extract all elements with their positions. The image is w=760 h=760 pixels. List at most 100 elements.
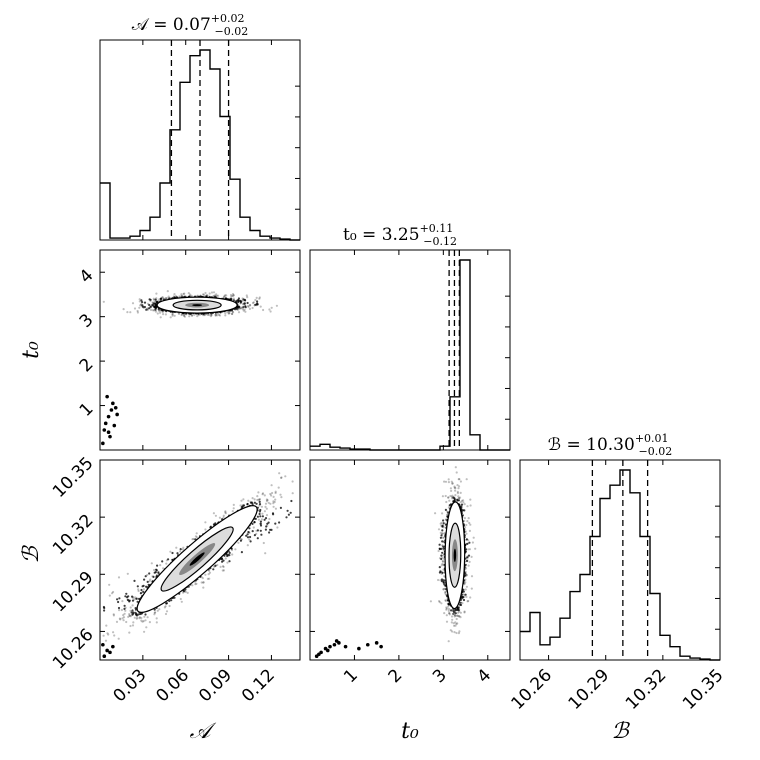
- scatter-point: [173, 296, 176, 299]
- scatter-point: [159, 316, 162, 319]
- scatter-point: [193, 313, 196, 316]
- scatter-point: [246, 544, 249, 547]
- scatter-point: [247, 304, 250, 308]
- scatter-point: [195, 532, 198, 535]
- scatter-point: [240, 499, 243, 502]
- scatter-point: [212, 568, 215, 571]
- scatter-point: [180, 313, 183, 317]
- scatter-point: [237, 297, 240, 300]
- scatter-point: [175, 546, 178, 549]
- scatter-point: [132, 621, 135, 624]
- scatter-point: [173, 293, 176, 296]
- scatter-point: [143, 630, 146, 633]
- scatter-point: [194, 535, 197, 538]
- scatter-point: [154, 310, 158, 313]
- scatter-point: [171, 314, 174, 317]
- scatter-point: [143, 615, 146, 618]
- scatter-point: [149, 306, 152, 309]
- scatter-point: [206, 577, 209, 581]
- scatter-point: [188, 294, 191, 297]
- scatter-point: [133, 579, 136, 583]
- scatter-point: [155, 301, 159, 304]
- scatter-point: [129, 609, 132, 612]
- scatter-point: [231, 312, 234, 315]
- scatter-point: [258, 296, 261, 299]
- scatter-point: [204, 521, 207, 524]
- scatter-point: [136, 311, 139, 314]
- panel-frame: [309, 249, 511, 451]
- scatter-point: [285, 516, 288, 519]
- scatter-point: [231, 312, 234, 316]
- scatter-point: [243, 308, 246, 311]
- scatter-point: [161, 560, 164, 563]
- scatter-point: [260, 505, 263, 508]
- scatter-point: [117, 576, 121, 579]
- scatter-point: [102, 300, 105, 303]
- scatter-point: [123, 612, 126, 615]
- scatter-point: [232, 503, 235, 506]
- scatter-point: [214, 295, 217, 298]
- scatter-point: [187, 292, 190, 295]
- scatter-point: [120, 608, 123, 612]
- scatter-point: [224, 312, 227, 315]
- scatter-point: [257, 498, 260, 501]
- scatter-point: [239, 302, 242, 305]
- scatter-point: [155, 617, 158, 620]
- scatter-point: [105, 394, 109, 399]
- panel-hist-A: [99, 39, 301, 241]
- scatter-point: [137, 613, 140, 616]
- scatter-point: [165, 297, 169, 300]
- scatter-point: [291, 492, 294, 495]
- scatter-point: [221, 565, 225, 568]
- scatter-point: [242, 306, 245, 309]
- scatter-point: [165, 602, 168, 605]
- scatter-point: [230, 547, 233, 550]
- scatter-point: [135, 597, 138, 600]
- histogram-step-line: [310, 259, 510, 451]
- scatter-point: [271, 491, 274, 495]
- scatter-point: [155, 569, 158, 572]
- scatter-point: [103, 421, 108, 426]
- scatter-point: [172, 295, 175, 298]
- scatter-point: [217, 294, 220, 297]
- scatter-point: [274, 490, 277, 493]
- scatter-point: [118, 617, 121, 620]
- scatter-point: [122, 614, 125, 617]
- scatter-point: [231, 292, 235, 296]
- scatter-point: [318, 492, 320, 494]
- scatter-point: [158, 311, 162, 314]
- scatter-point: [255, 296, 258, 299]
- scatter-point: [264, 502, 268, 505]
- scatter-point: [212, 294, 215, 298]
- scatter-point: [251, 522, 254, 526]
- scatter-point: [273, 500, 276, 504]
- scatter-point: [180, 294, 183, 297]
- scatter-point: [256, 303, 259, 306]
- scatter-point: [154, 571, 157, 574]
- scatter-point: [124, 609, 127, 612]
- panel-frame: [99, 249, 301, 451]
- scatter-point: [151, 304, 154, 307]
- scatter-point: [218, 313, 221, 316]
- scatter-point: [179, 548, 182, 551]
- scatter-point: [208, 292, 211, 295]
- scatter-point: [210, 291, 214, 294]
- scatter-point: [259, 515, 262, 518]
- scatter-point: [244, 310, 247, 313]
- scatter-point: [139, 612, 142, 616]
- scatter-point: [240, 506, 243, 509]
- scatter-point: [222, 569, 225, 572]
- scatter-point: [241, 300, 244, 303]
- scatter-point: [241, 504, 244, 507]
- scatter-point: [246, 536, 250, 539]
- scatter-point: [144, 619, 147, 622]
- scatter-point: [186, 591, 189, 595]
- scatter-point: [152, 298, 156, 301]
- panel-hist-B: [519, 459, 721, 661]
- scatter-point: [156, 609, 159, 612]
- density-contour: [192, 304, 203, 307]
- scatter-point: [94, 616, 96, 618]
- scatter-point: [264, 517, 268, 520]
- scatter-point: [222, 516, 225, 519]
- scatter-point: [142, 620, 145, 623]
